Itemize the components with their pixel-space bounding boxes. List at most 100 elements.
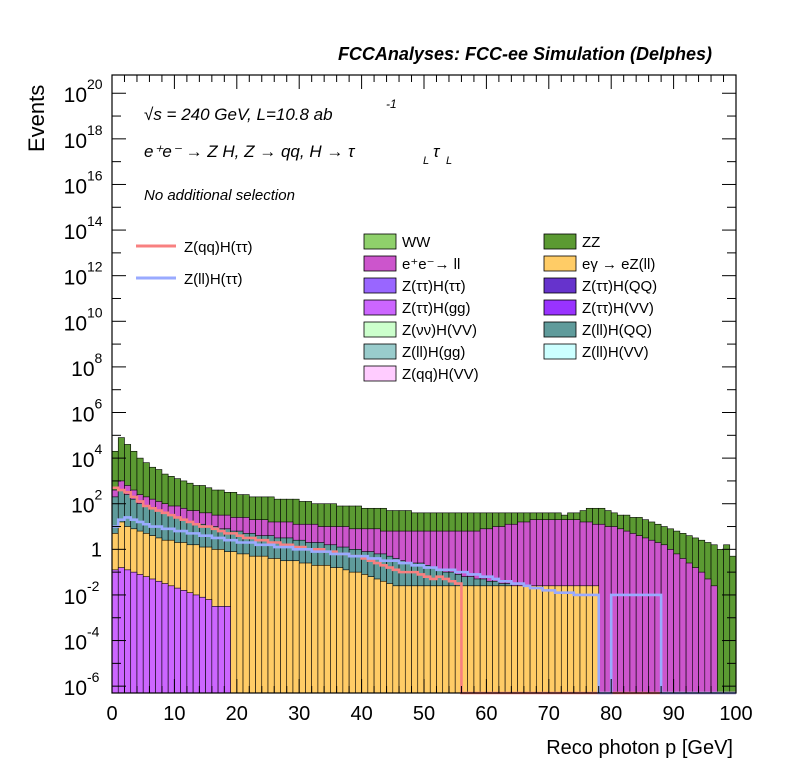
x-tick-label: 70 xyxy=(538,703,560,725)
stack-bar xyxy=(273,558,281,694)
stack-bar xyxy=(404,585,412,694)
stack-bar xyxy=(679,558,687,694)
stack-bar xyxy=(704,578,712,694)
legend-swatch xyxy=(543,277,577,294)
stack-bar xyxy=(330,567,337,694)
legend-swatch xyxy=(363,299,397,316)
stack-bar xyxy=(149,578,156,694)
stack-bar xyxy=(498,585,506,694)
y-tick-exponent: -4 xyxy=(87,624,100,640)
y-tick-label: 10 xyxy=(71,495,94,518)
stack-bar xyxy=(673,553,681,694)
legend-label: ZZ xyxy=(582,234,600,251)
legend-label: WW xyxy=(402,234,431,251)
stack-bar xyxy=(492,585,500,694)
legend-label: Z(qq)H(VV) xyxy=(402,366,479,383)
stack-bar xyxy=(336,567,344,694)
stack-bar xyxy=(429,585,437,694)
y-tick-exponent: 6 xyxy=(95,396,103,412)
stack-bar xyxy=(716,549,724,694)
stack-bar xyxy=(685,562,693,694)
stack-bar xyxy=(667,549,674,694)
stack-bar xyxy=(386,583,394,694)
y-tick-label: 1 xyxy=(91,539,102,561)
y-tick-label: 10 xyxy=(64,632,87,655)
stack-bar xyxy=(111,569,119,694)
stack-bar xyxy=(342,569,350,694)
lumi-exponent: -1 xyxy=(386,97,397,111)
y-tick-exponent: 18 xyxy=(87,122,103,138)
stack-bar xyxy=(186,592,194,694)
y-tick-exponent: 10 xyxy=(87,304,103,320)
stack-bar xyxy=(192,594,200,694)
stack-bar xyxy=(723,544,731,694)
stack-bar xyxy=(124,569,132,694)
process-sub-1: L xyxy=(423,155,429,167)
process-annotation: e⁺e⁻ → Z H, Z → qq, H → τ xyxy=(144,142,356,161)
x-axis-label: Reco photon p [GeV] xyxy=(546,737,733,759)
selection-annotation: No additional selection xyxy=(144,187,295,204)
stack-bar xyxy=(292,560,300,694)
legend-swatch xyxy=(363,343,397,360)
y-tick-exponent: 20 xyxy=(87,76,103,92)
stack-bar xyxy=(230,551,238,694)
x-tick-label: 40 xyxy=(350,703,372,725)
stack-bar xyxy=(311,564,319,694)
x-tick-label: 50 xyxy=(413,703,435,725)
y-tick-label: 10 xyxy=(71,358,94,381)
y-axis-label: Events xyxy=(24,85,49,152)
stack-bar xyxy=(729,555,737,694)
stack-bar xyxy=(180,590,188,694)
legend-swatch xyxy=(543,343,577,360)
stack-bar xyxy=(248,555,256,694)
x-tick-label: 0 xyxy=(106,703,117,725)
stack-bar xyxy=(224,606,231,694)
stack-bar xyxy=(560,585,568,694)
sqrt-s-annotation: √s = 240 GeV, L=10.8 ab xyxy=(144,105,333,124)
y-tick-label: 10 xyxy=(71,404,94,427)
x-tick-label: 80 xyxy=(600,703,622,725)
stack-bar xyxy=(280,560,288,694)
legend-backgrounds: WW ZZ e⁺e⁻→ ll eγ → eZ(ll) Z(ττ)H(ττ) Z(ττ)H(… xyxy=(363,233,657,383)
y-tick-label: 10 xyxy=(64,267,87,290)
stack-bar xyxy=(423,585,431,694)
stack-bar xyxy=(623,530,631,694)
y-tick-label: 10 xyxy=(64,84,87,107)
y-tick-exponent: 2 xyxy=(95,487,103,503)
stack-bar xyxy=(648,539,656,694)
legend-line-label: Z(ll)H(ττ) xyxy=(184,271,243,288)
stack-bar xyxy=(417,585,425,694)
stack-bar xyxy=(130,571,138,694)
stack-bar xyxy=(529,585,537,694)
legend-swatch xyxy=(363,321,397,338)
legend-swatch xyxy=(543,255,577,272)
stack-bar xyxy=(211,606,219,694)
x-tick-label: 100 xyxy=(719,703,752,725)
stack-bar xyxy=(585,585,593,694)
legend-swatch xyxy=(363,277,397,294)
stack-bar xyxy=(286,560,294,694)
stack-bar xyxy=(523,585,531,694)
stack-bar xyxy=(267,558,275,694)
stack-bar xyxy=(411,585,419,694)
stack-bar xyxy=(617,528,624,694)
stack-bar xyxy=(436,585,444,694)
stack-bar xyxy=(205,599,213,694)
legend-label: Z(ll)H(gg) xyxy=(402,344,465,361)
y-tick-exponent: 4 xyxy=(95,441,103,457)
stack-bar xyxy=(167,585,175,694)
stack-bar xyxy=(511,585,518,694)
y-tick-label: 10 xyxy=(64,221,87,244)
stack-bar xyxy=(398,585,406,694)
stack-bar xyxy=(486,585,493,694)
stack-bar xyxy=(692,567,699,694)
stack-bar xyxy=(536,585,543,694)
stack-bar xyxy=(642,537,649,694)
stack-bar xyxy=(554,585,562,694)
stack-bar xyxy=(517,585,525,694)
stack-bar xyxy=(635,535,643,694)
legend-swatch xyxy=(363,365,397,382)
legend-label: Z(ll)H(VV) xyxy=(582,344,649,361)
